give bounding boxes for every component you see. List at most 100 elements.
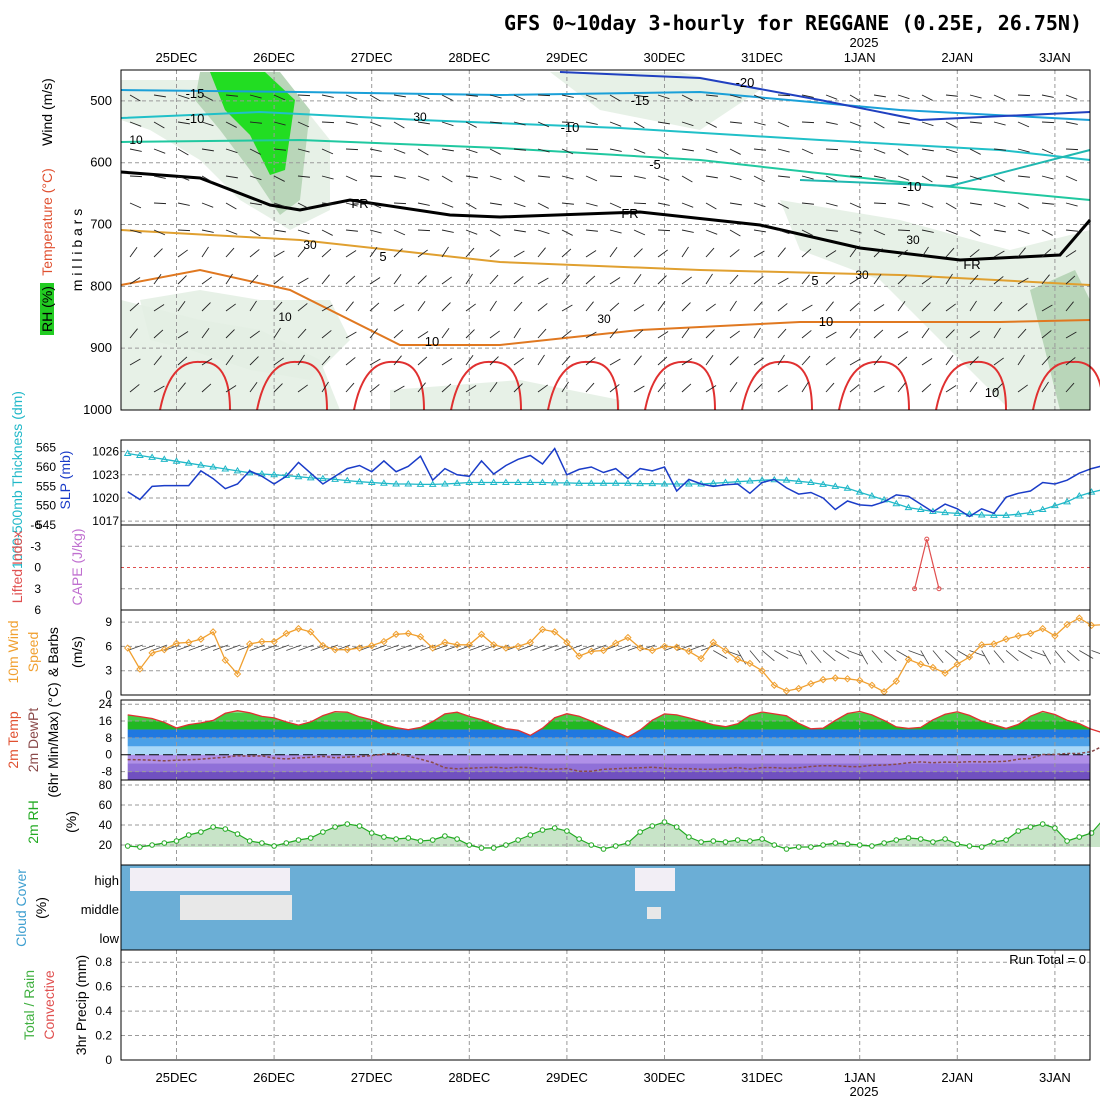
- wind-barb: [705, 329, 715, 339]
- isotherm-10: [120, 268, 1091, 346]
- thickness-point: [563, 478, 571, 486]
- temperature-line: [127, 710, 1100, 738]
- precip-tick: 0.2: [95, 1029, 112, 1043]
- wind-barb: [753, 276, 764, 285]
- wind-barb-10m: [1042, 650, 1052, 665]
- wind-barb: [273, 250, 285, 258]
- thickness-point: [660, 480, 669, 487]
- pressure-tick: 500: [90, 93, 112, 108]
- wind-barb: [705, 202, 717, 210]
- thickness-point: [599, 479, 608, 486]
- wind-barb: [969, 229, 981, 237]
- wind-barb: [177, 275, 187, 285]
- lifted-index-tick: 3: [34, 582, 41, 596]
- wind-barb: [393, 274, 402, 285]
- date-tick-bottom: 26DEC: [253, 1070, 295, 1085]
- wind-barb: [729, 249, 740, 258]
- contour-label: FR: [621, 206, 638, 221]
- wind-barb: [777, 328, 787, 339]
- thickness-point: [184, 459, 193, 466]
- precip-total-label: Total / Rain: [21, 970, 37, 1040]
- wind-barb: [225, 247, 235, 258]
- thickness-point: [428, 480, 437, 487]
- wind-barb: [513, 357, 524, 366]
- wind-speed-point: [1038, 624, 1047, 633]
- wind-speed-point: [380, 637, 388, 646]
- wind-barb: [777, 94, 791, 97]
- slp-line: [127, 447, 1100, 518]
- wind-speed-point: [855, 676, 864, 685]
- rh-point: [1076, 834, 1083, 840]
- cloud-unit-label: (%): [33, 897, 49, 919]
- wind-barb: [849, 384, 860, 393]
- wind-barb-10m: [932, 650, 944, 663]
- wind-barb: [921, 121, 934, 127]
- precip-tick: 0.8: [95, 955, 112, 969]
- wind-barb: [321, 330, 332, 339]
- year-label-top: 2025: [850, 35, 879, 50]
- wind-speed-point: [819, 675, 827, 684]
- thickness-tick: 565: [36, 441, 56, 455]
- wind-barb: [537, 303, 548, 312]
- rh-point: [844, 841, 851, 847]
- wind-barb: [609, 247, 618, 258]
- thickness-point: [355, 477, 364, 485]
- rh-point: [856, 842, 863, 848]
- wind-barb: [345, 357, 356, 366]
- wind-barb: [297, 175, 310, 178]
- wind-barb-10m: [713, 650, 728, 659]
- thickness-point: [136, 451, 144, 458]
- wind-barb: [345, 250, 357, 258]
- wind-speed-point: [245, 640, 254, 648]
- rh-tick: 60: [99, 798, 113, 812]
- cape-label: CAPE (J/kg): [69, 528, 85, 605]
- wind-speed-point: [306, 628, 315, 636]
- contour-label: -5: [649, 157, 661, 172]
- wind-barb: [177, 382, 186, 393]
- rh-point: [1039, 821, 1046, 827]
- wind-barb: [969, 148, 981, 155]
- wind-barb: [993, 229, 1006, 233]
- wind-barb: [321, 94, 334, 98]
- wind-barb: [393, 248, 403, 258]
- wind-speed-point: [428, 644, 437, 652]
- wind-barb: [753, 202, 766, 208]
- thickness-point: [1063, 497, 1071, 505]
- wind-barb: [177, 175, 190, 181]
- date-tick-bottom: 28DEC: [448, 1070, 490, 1085]
- thickness-point: [416, 480, 425, 487]
- wind-barb-10m: [469, 644, 485, 651]
- wind-barb: [921, 328, 930, 339]
- wind-barb: [897, 301, 906, 312]
- wind-barb: [633, 329, 644, 339]
- rh-point: [710, 838, 717, 844]
- wind-speed-point: [160, 645, 169, 654]
- thickness-point: [868, 492, 876, 499]
- wind-barb: [777, 277, 789, 285]
- wind-barb: [345, 229, 358, 232]
- wind-barb: [609, 229, 622, 234]
- thickness-point: [477, 478, 486, 485]
- wind-speed-point: [441, 638, 449, 647]
- wind-barb: [897, 356, 908, 366]
- wind-barb: [441, 383, 452, 393]
- freezing-level-line: [120, 170, 1092, 262]
- dewpoint-2m-label: 2m DewPt: [25, 708, 41, 773]
- wind-barb: [993, 202, 1006, 208]
- wind-speed-point: [660, 642, 669, 651]
- thickness-point: [990, 511, 998, 518]
- panel-cloud-cover: high middle low Cloud Cover (%): [13, 864, 1091, 951]
- wind-barb: [465, 329, 475, 339]
- wind-barb: [537, 354, 545, 366]
- wind-barb: [417, 202, 430, 206]
- wind-barb: [1017, 202, 1029, 209]
- wind-barb: [825, 331, 837, 339]
- wind-barb: [1017, 303, 1028, 312]
- wind-barb: [1065, 175, 1078, 182]
- panel-frame: [120, 69, 1091, 411]
- wind-barb: [441, 358, 453, 366]
- rh-contour-label: 30: [906, 233, 920, 247]
- thickness-point: [794, 477, 803, 484]
- wind-barb: [873, 385, 885, 393]
- wind-barb: [153, 248, 163, 258]
